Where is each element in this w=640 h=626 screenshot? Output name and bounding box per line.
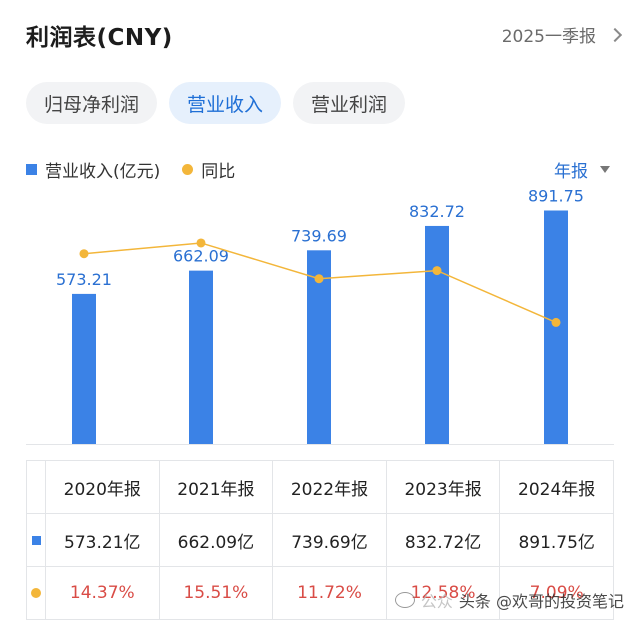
yoy-row-marker — [26, 566, 46, 620]
revenue-bar — [72, 293, 96, 444]
yoy-point — [432, 266, 442, 276]
yoy-point — [79, 249, 89, 259]
revenue-cell: 662.09亿 — [158, 513, 274, 567]
header: 利润表(CNY) 2025一季报 — [0, 0, 640, 70]
bar-value-label: 832.72 — [409, 202, 465, 221]
annual-selector[interactable]: 年报 — [554, 157, 610, 182]
revenue-bar — [544, 210, 568, 444]
table-header-row: 2020年报 2021年报 2022年报 2023年报 2024年报 — [26, 460, 614, 514]
revenue-cell: 573.21亿 — [45, 513, 160, 567]
yoy-point — [551, 317, 561, 327]
revenue-cell: 891.75亿 — [499, 513, 614, 567]
page-title: 利润表(CNY) — [26, 25, 173, 51]
revenue-bar — [189, 270, 213, 444]
period-selector[interactable]: 2025一季报 — [501, 22, 623, 47]
wechat-icon — [394, 592, 415, 608]
revenue-chart: 573.21 662.09 739.69 832.72 891.75 — [26, 190, 614, 445]
bar-legend-label: 营业收入(亿元) — [45, 162, 161, 182]
revenue-cell: 739.69亿 — [272, 513, 387, 567]
bar-value-label: 573.21 — [56, 270, 112, 289]
watermark-faint-text: 公众 — [420, 592, 453, 611]
tab-operating-profit[interactable]: 营业利润 — [293, 82, 406, 124]
year-header: 2022年报 — [272, 460, 387, 514]
revenue-row-marker — [26, 513, 46, 567]
revenue-cell: 832.72亿 — [385, 513, 501, 567]
chart-legend: 营业收入(亿元) 同比 — [26, 157, 235, 182]
chevron-right-icon — [607, 27, 623, 42]
revenue-bar — [425, 225, 449, 444]
table-corner — [26, 460, 46, 514]
watermark: 公众 头条 @欢哥的投资笔记 — [394, 588, 624, 612]
bar-marker-icon — [31, 536, 41, 545]
watermark-text: 头条 @欢哥的投资笔记 — [458, 592, 624, 611]
data-table: 2020年报 2021年报 2022年报 2023年报 2024年报 573.2… — [26, 460, 614, 620]
yoy-cell: 7.09% — [499, 566, 614, 620]
line-legend-icon — [182, 164, 194, 175]
bar-value-label: 662.09 — [173, 247, 229, 266]
period-label: 2025一季报 — [501, 27, 596, 47]
caret-down-icon — [600, 166, 610, 173]
bar-legend-icon — [26, 164, 37, 175]
line-legend-label: 同比 — [201, 162, 236, 182]
bar-value-label: 891.75 — [528, 190, 584, 205]
tab-net-profit[interactable]: 归母净利润 — [26, 82, 158, 124]
yoy-cell: 11.72% — [272, 566, 387, 620]
year-header: 2021年报 — [158, 460, 274, 514]
year-header: 2023年报 — [385, 460, 501, 514]
bar-value-label: 739.69 — [291, 226, 347, 245]
yoy-cell: 14.37% — [45, 566, 160, 620]
yoy-point — [314, 274, 324, 284]
table-row: 573.21亿 662.09亿 739.69亿 832.72亿 891.75亿 — [26, 513, 614, 567]
line-marker-icon — [31, 588, 41, 598]
annual-label: 年报 — [554, 162, 588, 182]
metric-tabs: 归母净利润 营业收入 营业利润 — [26, 82, 406, 124]
year-header: 2024年报 — [499, 460, 614, 514]
yoy-point — [196, 238, 206, 248]
yoy-cell: 15.51% — [158, 566, 274, 620]
tab-revenue[interactable]: 营业收入 — [169, 82, 282, 124]
year-header: 2020年报 — [45, 460, 160, 514]
